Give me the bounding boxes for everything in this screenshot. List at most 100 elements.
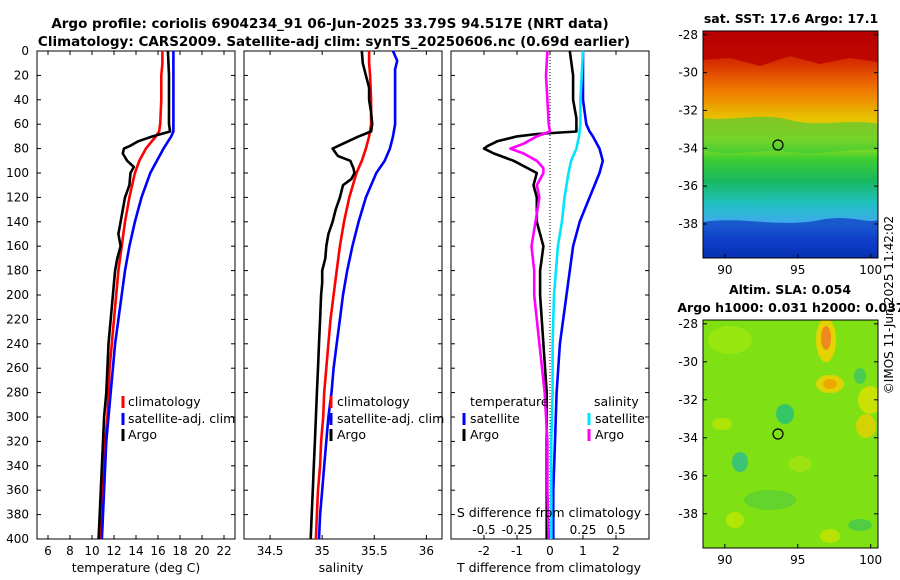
depth-tick-label: 140 [6, 215, 29, 229]
depth-tick-label: 80 [14, 142, 29, 156]
map-y-tick-label: -28 [678, 317, 698, 331]
difference-x-tick-label: 1 [579, 544, 587, 558]
temperature-x-tick-label: 16 [150, 544, 165, 558]
depth-tick-label: 60 [14, 117, 29, 131]
temperature-x-tick-label: 10 [84, 544, 99, 558]
sst-front [703, 116, 878, 154]
depth-tick-label: 320 [6, 434, 29, 448]
temperature-panel-frame [36, 50, 236, 540]
sst-map-field [703, 31, 878, 258]
salinity-plot: 34.5 35 35.5 36 [244, 50, 442, 558]
temperature-x-tick-label: 22 [216, 544, 231, 558]
difference-x-tick-label: -1 [511, 544, 523, 558]
depth-tick-label: 380 [6, 508, 29, 522]
map-y-tick-label: -38 [678, 217, 698, 231]
t-difference-xlabel: T difference from climatology [456, 560, 642, 575]
temperature-x-tick-label: 18 [172, 544, 187, 558]
series-line-s-satellite [549, 50, 585, 539]
temperature-x-tick-label: 20 [194, 544, 209, 558]
series-line-argo [309, 50, 374, 540]
map-y-tick-label: -38 [678, 507, 698, 521]
legend-label-satellite: satellite-adj. clim [128, 411, 235, 426]
depth-tick-label: 300 [6, 410, 29, 424]
s-difference-tick-label: -0.25 [501, 523, 532, 537]
legend-label-s-argo: Argo [595, 427, 624, 442]
map-x-tick-label: 95 [790, 553, 805, 567]
depth-tick-label: 280 [6, 386, 29, 400]
map-x-tick-label: 90 [717, 553, 732, 567]
map-y-tick-label: -30 [678, 355, 698, 369]
s-difference-tick-label: -0.5 [472, 523, 495, 537]
difference-x-tick-label: -2 [478, 544, 490, 558]
temperature-x-tick-label: 6 [44, 544, 52, 558]
depth-tick-label: 180 [6, 264, 29, 278]
depth-tick-label: 100 [6, 166, 29, 180]
depth-tick-label: 240 [6, 337, 29, 351]
salinity-x-tick-label: 34.5 [257, 544, 284, 558]
depth-tick-label: 360 [6, 483, 29, 497]
depth-tick-label: 20 [14, 68, 29, 82]
temperature-x-tick-label: 12 [106, 544, 121, 558]
difference-x-tick-label: 2 [612, 544, 620, 558]
legend-label-s-satellite: satellite [595, 411, 645, 426]
sla-map-background [703, 320, 878, 548]
map-y-tick-label: -32 [678, 393, 698, 407]
s-difference-tick-label: 0.25 [570, 523, 597, 537]
sla-map-ticks: 90 95 100 -28 -30 -32 -34 -36 -38 [678, 317, 882, 567]
map-y-tick-label: -30 [678, 66, 698, 80]
depth-tick-label: 40 [14, 93, 29, 107]
sla-map-frame [702, 319, 879, 549]
map-y-tick-label: -36 [678, 469, 698, 483]
legend-label-satellite: satellite-adj. clim [337, 411, 444, 426]
series-line-argo [97, 50, 172, 540]
series-line-t-argo [482, 50, 578, 539]
legend-label-t-argo: Argo [470, 427, 499, 442]
depth-tick-label: 340 [6, 459, 29, 473]
difference-plot: -2 -1 0 1 2-0.5 -0.25 0 0.25 0.5 [451, 50, 649, 558]
temperature-xlabel: temperature (deg C) [72, 560, 201, 575]
salinity-x-tick-label: 36 [419, 544, 434, 558]
map-y-tick-label: -34 [678, 141, 698, 155]
imos-credit: ©IMOS 11-Jun-2025 11:42:02 [882, 216, 896, 394]
salinity-x-tick-label: 35 [315, 544, 330, 558]
figure-title-line2: Climatology: CARS2009. Satellite-adj cli… [38, 34, 630, 50]
figure-title-line1: Argo profile: coriolis 6904234_91 06-Jun… [51, 16, 608, 32]
sst-argo-location-marker [772, 139, 784, 151]
salinity-x-tick-label: 35.5 [361, 544, 388, 558]
legend-title-temperature: temperature [470, 394, 549, 409]
legend-label-argo: Argo [128, 427, 157, 442]
temperature-plot: 6 8 10 12 14 16 18 20 22 [37, 50, 235, 558]
sla-map-title-line2: Argo h1000: 0.031 h2000: 0.037 [677, 300, 900, 315]
legend-title-salinity: salinity [594, 394, 639, 409]
map-y-tick-label: -36 [678, 179, 698, 193]
map-y-tick-label: -28 [678, 28, 698, 42]
series-line-satellite-adj-clim [317, 50, 399, 540]
difference-x-tick-label: 0 [546, 544, 554, 558]
salinity-xlabel: salinity [319, 560, 364, 575]
map-x-tick-label: 95 [790, 263, 805, 277]
sla-argo-location-marker [772, 428, 784, 440]
legend-label-climatology: climatology [337, 394, 410, 409]
map-y-tick-label: -32 [678, 103, 698, 117]
depth-tick-label: 160 [6, 239, 29, 253]
depth-tick-label: 120 [6, 190, 29, 204]
sla-map-title-line1: Altim. SLA: 0.054 [729, 282, 851, 297]
difference-legend: temperature satellite Argo salinity sate… [462, 394, 645, 442]
sla-map-field [708, 320, 878, 543]
sst-cold-band [703, 218, 878, 258]
depth-tick-label: 0 [21, 44, 29, 58]
map-x-tick-label: 100 [859, 263, 882, 277]
map-x-tick-label: 100 [859, 553, 882, 567]
series-line-s-argo [509, 50, 552, 540]
temperature-legend: climatology satellite-adj. clim Argo [121, 394, 235, 442]
depth-tick-label: 200 [6, 288, 29, 302]
sst-map-frame [702, 30, 879, 259]
temperature-x-tick-label: 8 [66, 544, 74, 558]
legend-label-climatology: climatology [128, 394, 201, 409]
legend-label-t-satellite: satellite [470, 411, 520, 426]
s-difference-label: S difference from climatology [457, 505, 642, 520]
temperature-x-tick-label: 14 [128, 544, 143, 558]
depth-axis-ticks: 0 20 40 60 80 100 120 140 160 180 200 220 240 260 280 3… [6, 44, 29, 546]
series-line-satellite-adj-clim [100, 51, 175, 540]
